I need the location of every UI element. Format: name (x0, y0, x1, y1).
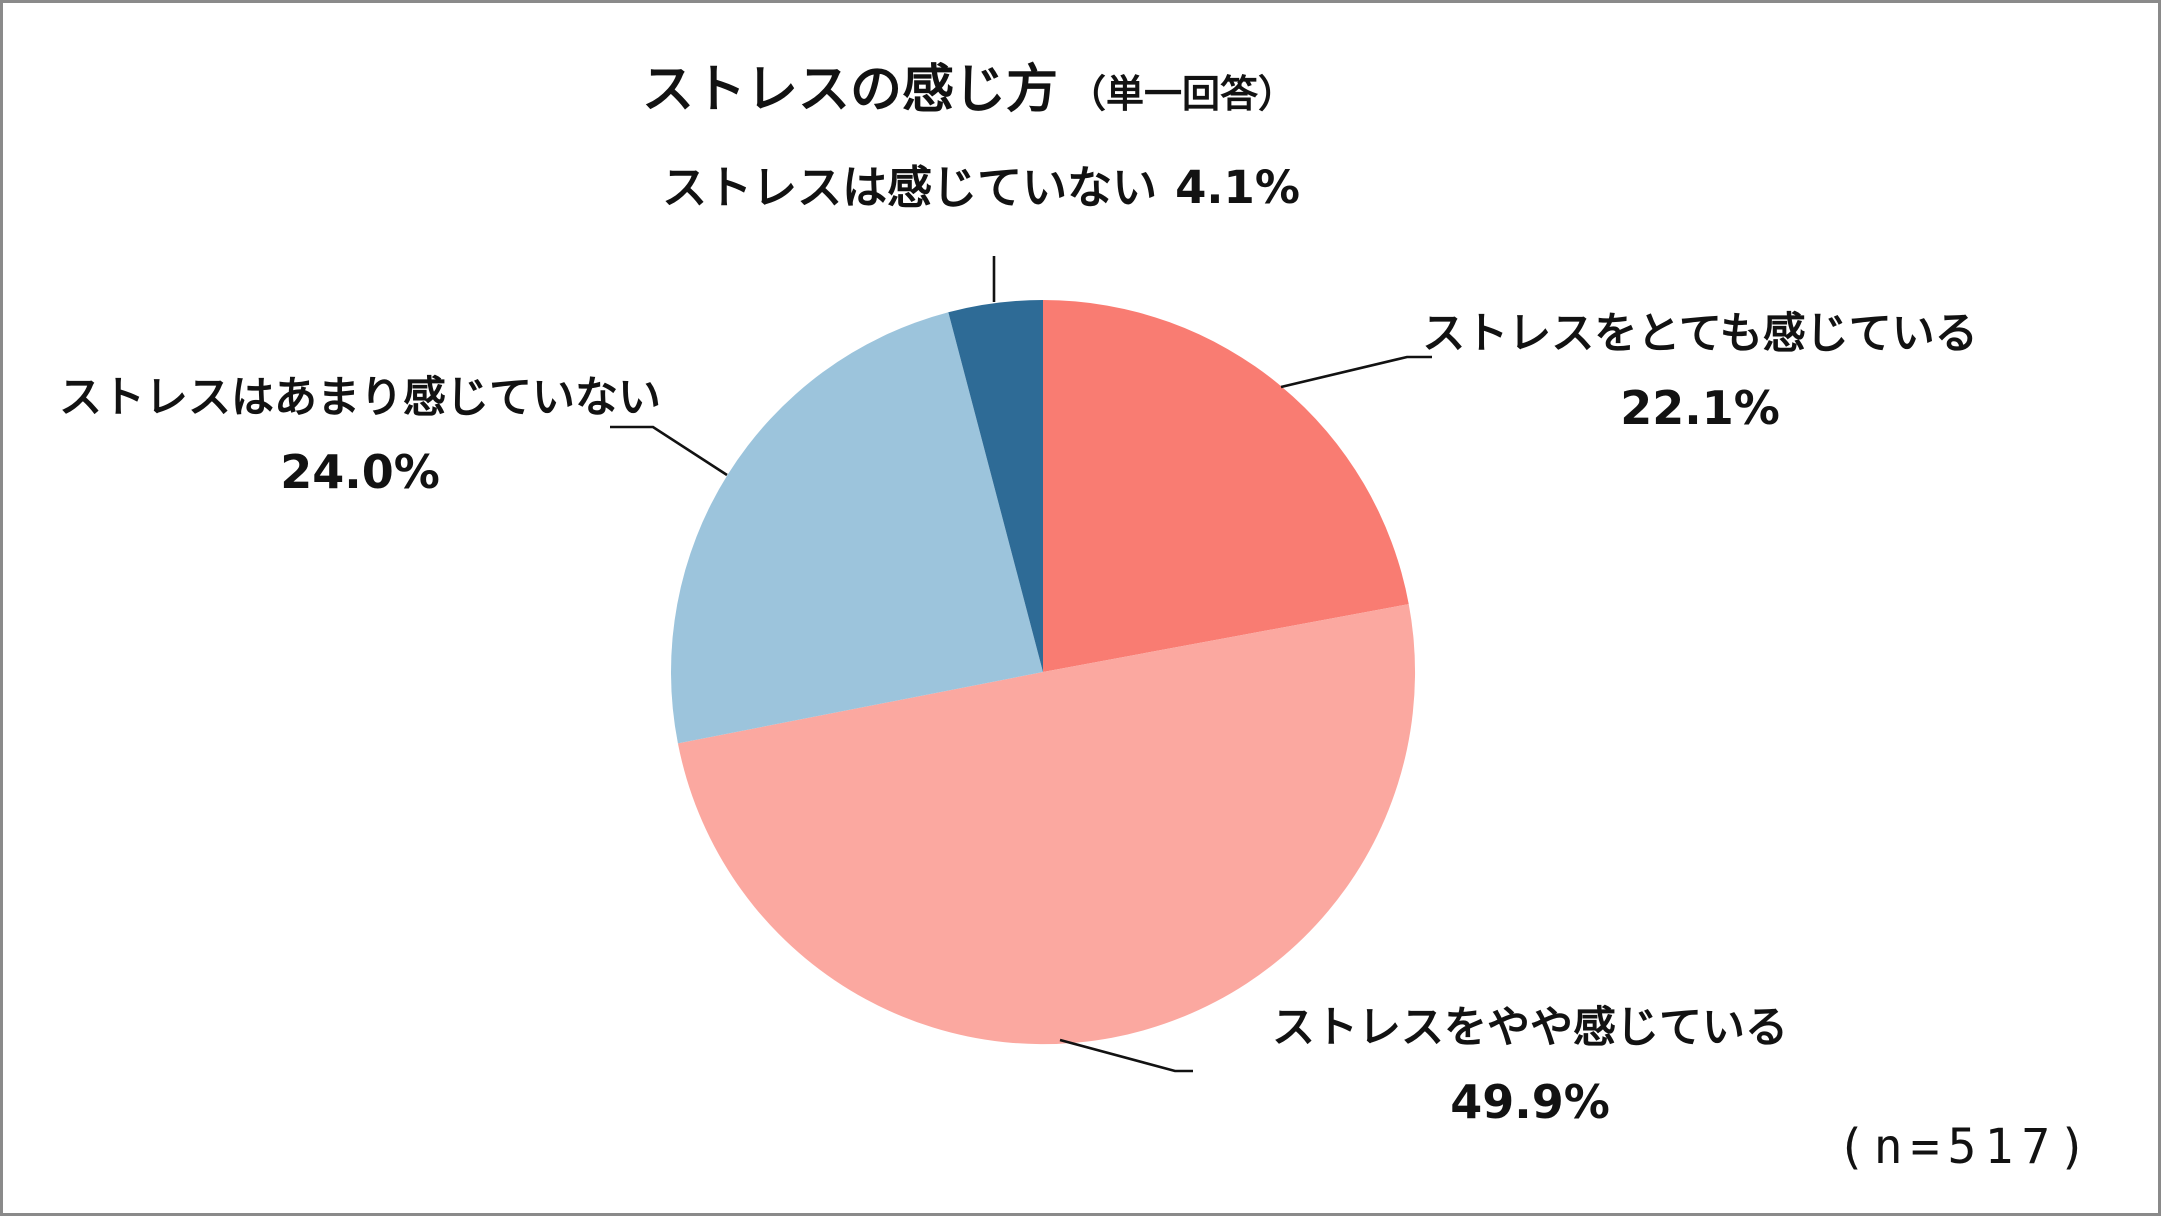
callout-slightly: ストレスをやや感じている 49.9% (1272, 1003, 1788, 1130)
pie-slice-slightly (677, 604, 1416, 1045)
callout-very: ストレスをとても感じている 22.1% (1422, 309, 1978, 436)
pie-chart-svg (610, 256, 1432, 1073)
leader-line-very (1280, 355, 1432, 389)
chart-title: ストレスの感じ方 （単一回答） (641, 60, 1297, 121)
callout-none-text: ストレスは感じていない (662, 161, 1158, 214)
callout-slightly-value: 49.9% (1450, 1074, 1610, 1129)
callout-not-much: ストレスはあまり感じていない 24.0% (59, 373, 661, 500)
sample-size-label: (n=517) (1836, 1119, 2096, 1175)
callout-very-value: 22.1% (1620, 380, 1780, 435)
chart-title-sub: （単一回答） (1068, 72, 1297, 116)
pie-slice-very (1043, 300, 1409, 672)
chart-title-main: ストレスの感じ方 (641, 60, 1058, 120)
callout-very-text: ストレスをとても感じている (1422, 309, 1978, 359)
callout-not-much-value: 24.0% (280, 444, 440, 499)
pie-slice-none (948, 300, 1043, 672)
callout-not-much-text: ストレスはあまり感じていない (59, 373, 661, 423)
leader-line-not-much (610, 425, 728, 477)
callout-none-value: 4.1% (1175, 161, 1300, 214)
leader-line-slightly (1059, 1038, 1193, 1073)
callout-none: ストレスは感じていない 4.1% (662, 151, 1300, 216)
pie-slice-not-much (671, 312, 1043, 744)
callout-slightly-text: ストレスをやや感じている (1272, 1003, 1788, 1053)
